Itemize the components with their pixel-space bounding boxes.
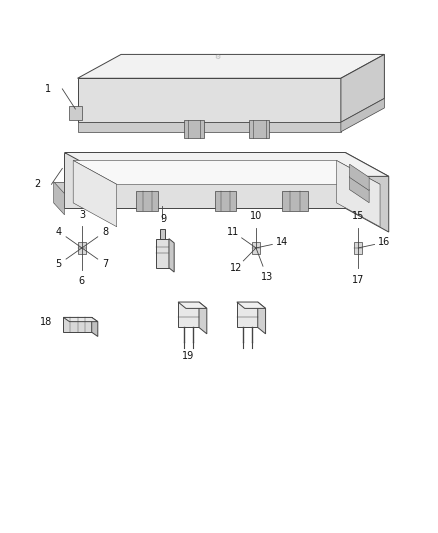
Text: 1: 1 — [45, 84, 51, 94]
Polygon shape — [78, 54, 385, 78]
Polygon shape — [237, 302, 265, 309]
Text: 9: 9 — [160, 214, 166, 223]
Polygon shape — [78, 78, 341, 122]
Polygon shape — [160, 229, 165, 239]
Polygon shape — [250, 119, 269, 138]
Text: 6: 6 — [79, 276, 85, 286]
Polygon shape — [64, 317, 98, 321]
Polygon shape — [252, 242, 260, 254]
Polygon shape — [156, 239, 169, 268]
Polygon shape — [64, 152, 389, 176]
Polygon shape — [178, 302, 199, 327]
Polygon shape — [350, 164, 369, 190]
Polygon shape — [341, 99, 385, 132]
Text: 14: 14 — [276, 237, 288, 247]
Polygon shape — [73, 160, 380, 184]
Polygon shape — [169, 239, 174, 272]
Text: 18: 18 — [40, 317, 53, 327]
Polygon shape — [184, 119, 204, 138]
Polygon shape — [354, 242, 362, 254]
Polygon shape — [92, 317, 98, 336]
Text: ⚙: ⚙ — [215, 53, 221, 60]
Text: 5: 5 — [56, 260, 62, 269]
Polygon shape — [73, 160, 117, 227]
Polygon shape — [282, 191, 308, 211]
Polygon shape — [341, 54, 385, 122]
Polygon shape — [215, 191, 237, 211]
Polygon shape — [136, 191, 158, 211]
Polygon shape — [53, 182, 64, 215]
Text: 12: 12 — [230, 263, 242, 273]
Text: 16: 16 — [378, 237, 390, 247]
Text: 4: 4 — [56, 227, 62, 237]
Text: 19: 19 — [182, 351, 194, 361]
Polygon shape — [336, 160, 380, 227]
Text: 13: 13 — [261, 272, 273, 282]
Polygon shape — [53, 182, 64, 203]
Polygon shape — [69, 107, 82, 119]
Text: 10: 10 — [250, 211, 262, 221]
Polygon shape — [345, 152, 389, 232]
Text: 7: 7 — [102, 260, 108, 269]
Polygon shape — [78, 122, 341, 132]
Polygon shape — [64, 317, 92, 332]
Text: 15: 15 — [352, 211, 364, 221]
Text: 17: 17 — [352, 274, 364, 285]
Text: 3: 3 — [79, 210, 85, 220]
Polygon shape — [78, 242, 86, 254]
Polygon shape — [199, 302, 207, 334]
Polygon shape — [64, 152, 345, 208]
Polygon shape — [258, 302, 265, 334]
Text: 11: 11 — [227, 227, 240, 237]
Text: 2: 2 — [34, 179, 41, 189]
Polygon shape — [237, 302, 258, 327]
Text: 8: 8 — [102, 227, 108, 237]
Polygon shape — [178, 302, 207, 309]
Polygon shape — [350, 176, 369, 203]
